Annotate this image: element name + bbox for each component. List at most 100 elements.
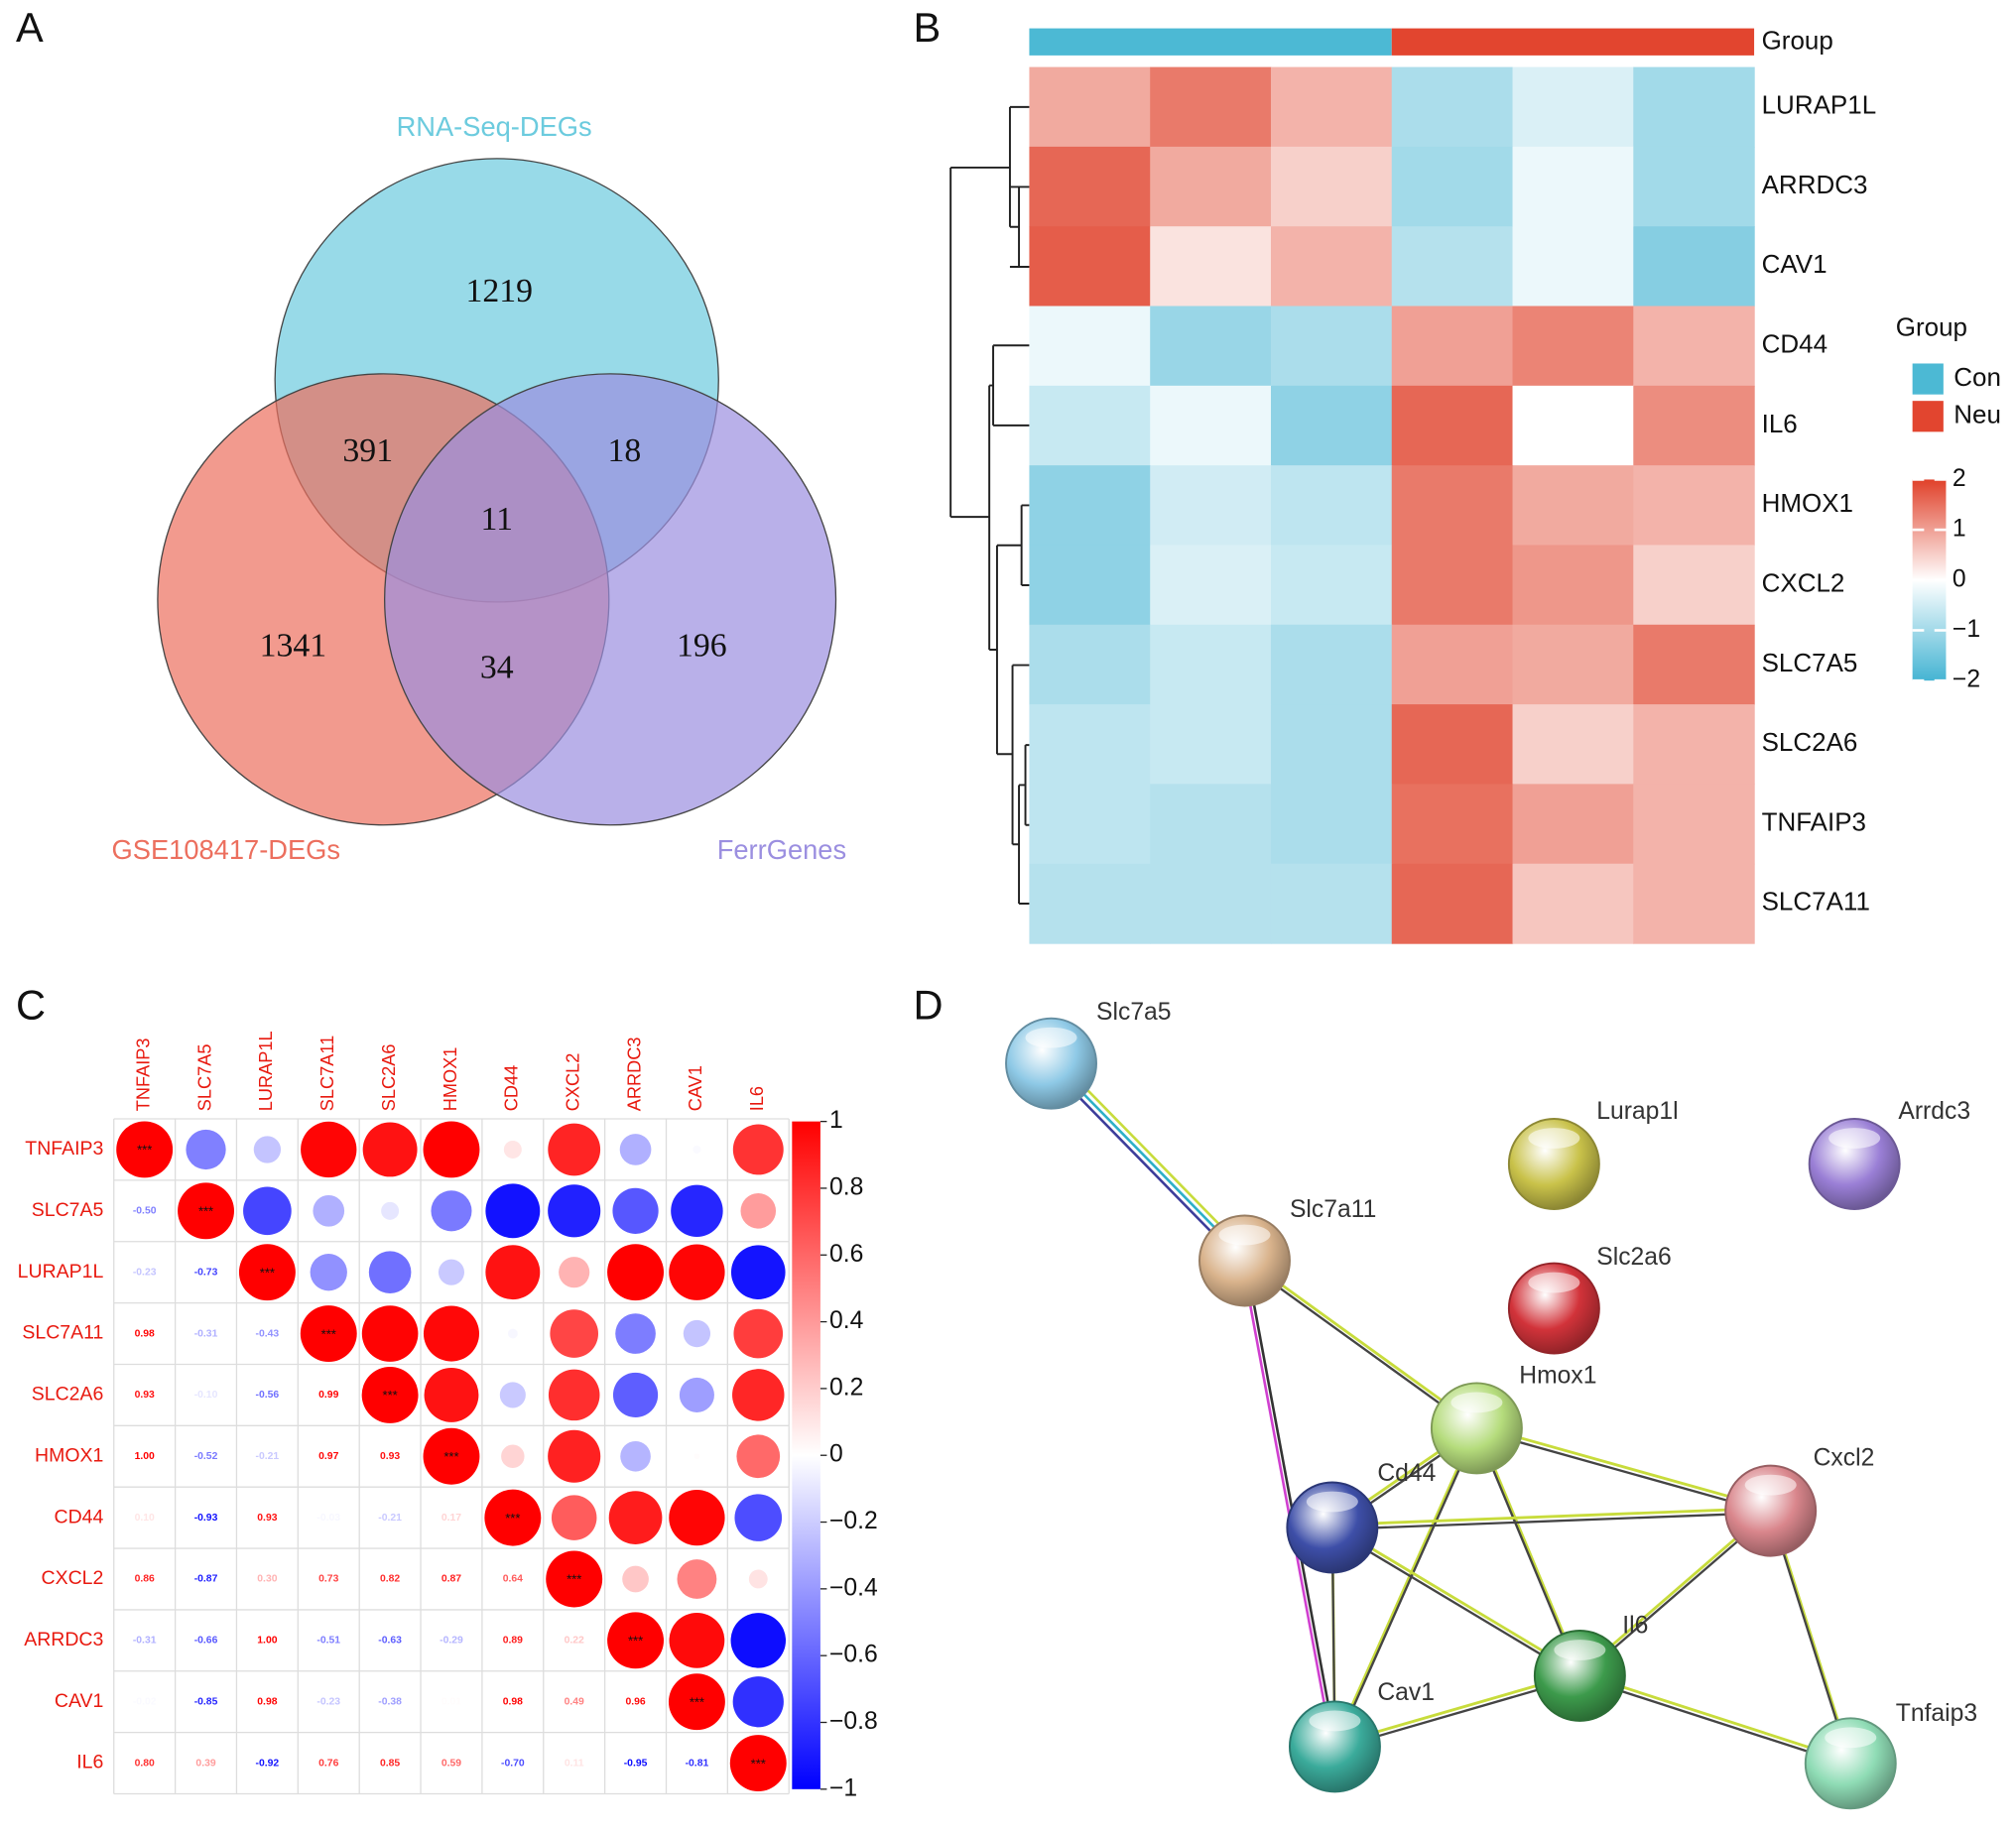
- heatmap-cell: [1512, 545, 1634, 626]
- value-label: 0.86: [135, 1574, 155, 1585]
- panel-label: B: [913, 4, 941, 51]
- corr-circle: [679, 1377, 714, 1412]
- column-label: SLC2A6: [379, 1043, 399, 1111]
- row-label: LURAP1L: [18, 1261, 104, 1283]
- corr-circle: [485, 1245, 541, 1300]
- value-label: 0.87: [441, 1574, 461, 1585]
- value-label: 0.73: [318, 1574, 338, 1585]
- heatmap-cell: [1270, 704, 1393, 786]
- heatmap-cell: [1150, 465, 1272, 547]
- column-label: SLC7A11: [317, 1036, 337, 1112]
- heatmap-cell: [1150, 704, 1272, 786]
- value-label: -0.73: [194, 1267, 218, 1278]
- value-label: -0.70: [501, 1758, 525, 1769]
- heatmap-cell: [1029, 385, 1151, 466]
- edge: [1333, 1429, 1478, 1750]
- edge: [1243, 1257, 1478, 1427]
- row-label: CAV1: [55, 1690, 103, 1712]
- value-label: 0.93: [380, 1451, 400, 1462]
- diagonal-circle: [729, 1735, 787, 1792]
- edge: [1476, 1428, 1772, 1515]
- heatmap-cell: [1150, 624, 1272, 705]
- corr-circle: [736, 1434, 781, 1479]
- heatmap-cell: [1512, 66, 1634, 148]
- node-label: Tnfaip3: [1896, 1700, 1977, 1727]
- corr-circle: [503, 1140, 522, 1159]
- row-label: HMOX1: [35, 1444, 103, 1466]
- value-label: 0.98: [257, 1696, 277, 1707]
- heatmap-cell: [1150, 784, 1272, 865]
- value-label: 0.82: [380, 1574, 400, 1585]
- value-label: 0.96: [625, 1696, 645, 1707]
- group-bar: [1029, 28, 1392, 56]
- diagonal-label: ***: [198, 1204, 213, 1219]
- diagonal-label: ***: [567, 1572, 581, 1587]
- value-label: -0.92: [256, 1758, 280, 1769]
- diagonal-label: ***: [751, 1756, 766, 1771]
- corr-circle: [612, 1372, 659, 1417]
- panel-label: D: [913, 981, 943, 1028]
- value-label: -0.31: [194, 1328, 218, 1339]
- heatmap-cell: [1512, 704, 1634, 786]
- diagonal-label: ***: [505, 1511, 520, 1526]
- row-label: CAV1: [1762, 249, 1827, 279]
- value-label: 0.98: [503, 1696, 523, 1707]
- diagonal-label: ***: [690, 1694, 704, 1709]
- colorbar-tick-label: −0.6: [829, 1642, 878, 1668]
- row-label: SLC7A5: [32, 1199, 104, 1221]
- heatmap-cell: [1150, 66, 1272, 148]
- colorbar-tick-label: 0.4: [829, 1307, 863, 1334]
- value-label: -0.03: [316, 1513, 340, 1524]
- diagonal-circle: [423, 1427, 480, 1485]
- corr-circle: [381, 1201, 400, 1220]
- node-label: Il6: [1622, 1613, 1648, 1640]
- edge: [1476, 1423, 1772, 1510]
- corr-circle: [734, 1494, 783, 1541]
- value-label: 0.93: [257, 1513, 277, 1524]
- heatmap-cell: [1633, 704, 1755, 786]
- value-label: -0.66: [194, 1636, 218, 1647]
- corr-circle: [424, 1367, 479, 1422]
- row-label: SLC7A11: [22, 1322, 103, 1344]
- edge: [1331, 1524, 1581, 1675]
- row-label: HMOX1: [1762, 488, 1853, 518]
- value-label: -0.95: [624, 1758, 648, 1769]
- corr-circle: [748, 1569, 768, 1589]
- value-label: -0.56: [256, 1390, 280, 1401]
- corr-circle: [362, 1122, 418, 1177]
- row-label: SLC7A5: [1762, 648, 1858, 677]
- colorbar-tick-label: 2: [1953, 465, 1966, 492]
- heatmap-cell: [1270, 226, 1393, 307]
- diagonal-circle: [361, 1366, 419, 1423]
- corr-circle: [361, 1305, 419, 1362]
- value-label: 0.98: [135, 1328, 155, 1339]
- diagonal-circle: [546, 1550, 603, 1608]
- heatmap-cell: [1029, 226, 1151, 307]
- heatmap-cell: [1633, 784, 1755, 865]
- corr-circle: [612, 1187, 659, 1234]
- node-label: Slc7a11: [1290, 1196, 1376, 1223]
- value-label: 0.99: [318, 1390, 338, 1401]
- heatmap-cell: [1391, 306, 1514, 387]
- annotation-title: Group: [1762, 26, 1833, 56]
- column-label: CD44: [502, 1065, 522, 1112]
- value-label: -0.87: [194, 1574, 218, 1585]
- edge: [1243, 1261, 1478, 1431]
- heatmap-cell: [1391, 784, 1514, 865]
- value-label: -0.29: [440, 1636, 463, 1647]
- corr-circle: [310, 1254, 347, 1291]
- heatmap-cell: [1633, 465, 1755, 547]
- row-label: CXCL2: [42, 1567, 104, 1589]
- heatmap-cell: [1150, 545, 1272, 626]
- value-label: -0.21: [378, 1513, 402, 1524]
- edge: [1048, 1064, 1243, 1265]
- value-label: -0.23: [316, 1696, 340, 1707]
- corr-circle: [732, 1124, 784, 1175]
- corr-circle: [507, 1328, 518, 1339]
- corr-circle: [683, 1319, 711, 1348]
- venn-set-label: RNA-Seq-DEGs: [397, 111, 592, 142]
- corr-circle: [313, 1194, 345, 1227]
- heatmap-cell: [1391, 66, 1514, 148]
- heatmap-cell: [1029, 863, 1151, 944]
- corr-circle: [669, 1489, 725, 1546]
